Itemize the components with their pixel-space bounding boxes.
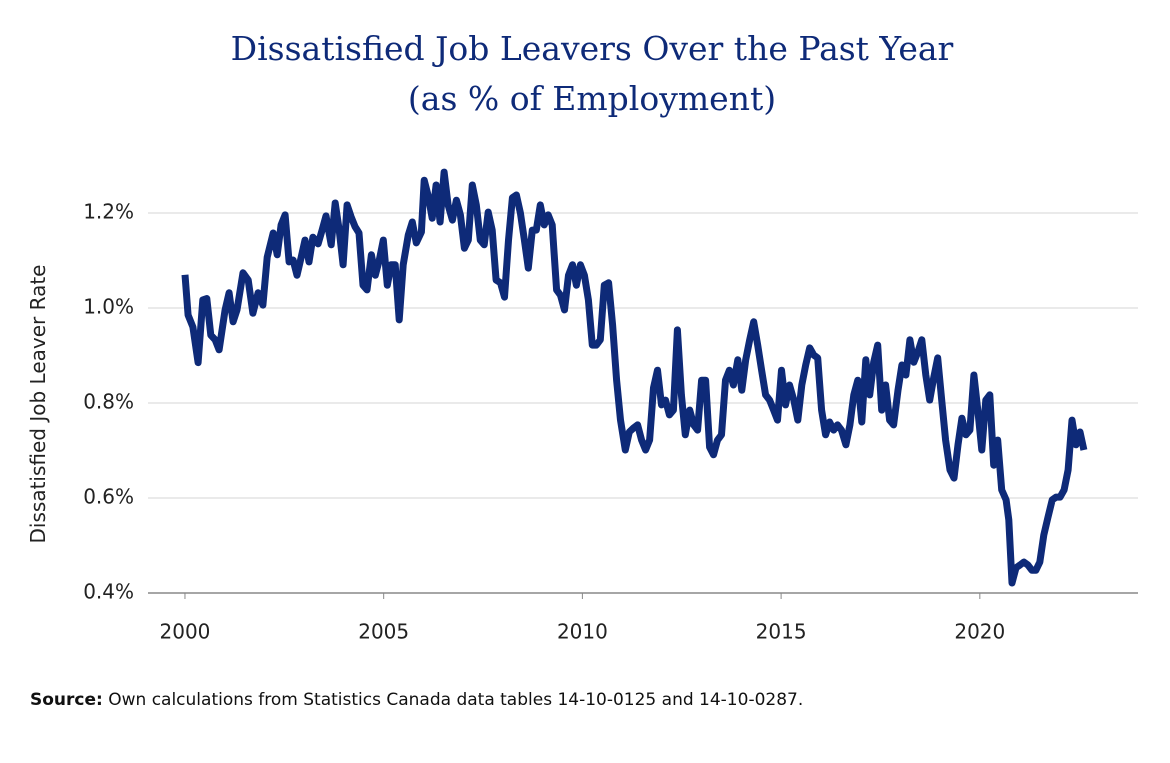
y-tick-label: 1.2% bbox=[83, 200, 134, 224]
x-tick-label: 2015 bbox=[756, 620, 807, 644]
x-tick-label: 2000 bbox=[160, 620, 211, 644]
y-axis-label: Dissatisfied Job Leaver Rate bbox=[26, 265, 50, 544]
chart-subtitle: (as % of Employment) bbox=[408, 79, 776, 118]
x-tick-label: 2005 bbox=[358, 620, 409, 644]
x-tick-label: 2010 bbox=[557, 620, 608, 644]
x-tick-label: 2020 bbox=[954, 620, 1005, 644]
y-tick-label: 0.8% bbox=[83, 390, 134, 414]
source-text: Own calculations from Statistics Canada … bbox=[108, 690, 803, 710]
y-tick-label: 1.0% bbox=[83, 295, 134, 319]
source-note: Source: Own calculations from Statistics… bbox=[30, 690, 803, 710]
y-tick-label: 0.6% bbox=[83, 485, 134, 509]
chart-title: Dissatisfied Job Leavers Over the Past Y… bbox=[231, 29, 954, 68]
source-label: Source: bbox=[30, 690, 103, 710]
data-line bbox=[181, 168, 1088, 587]
y-tick-label: 0.4% bbox=[83, 580, 134, 604]
